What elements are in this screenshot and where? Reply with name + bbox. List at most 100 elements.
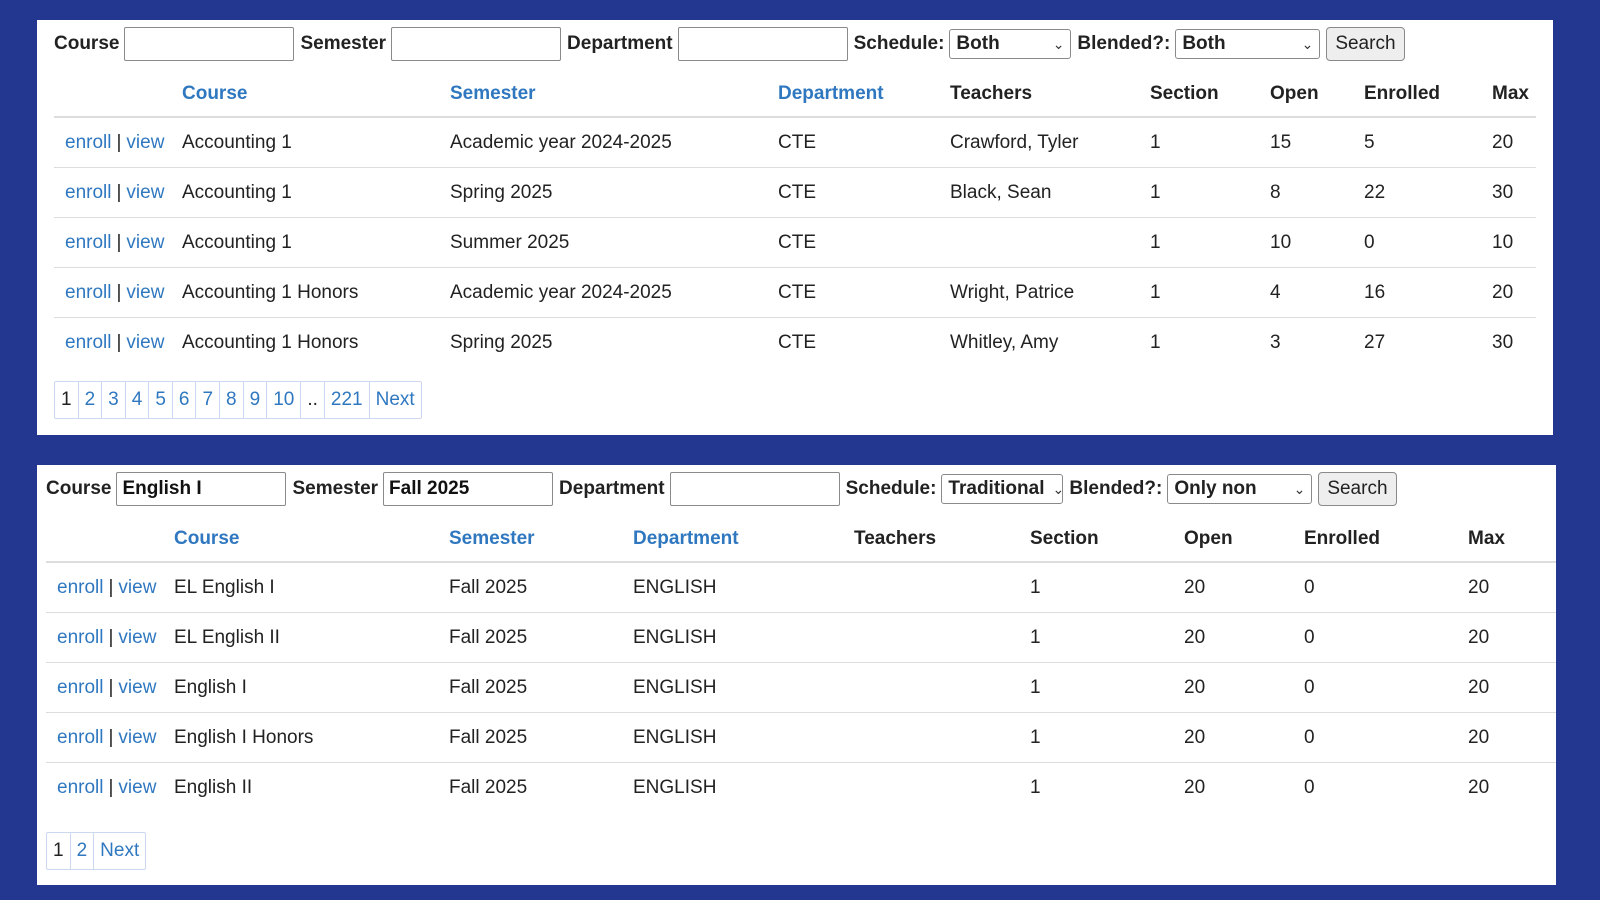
- department-header[interactable]: Department: [778, 72, 950, 117]
- view-link[interactable]: view: [118, 777, 156, 798]
- page-1: 1: [55, 382, 79, 418]
- page-2[interactable]: 2: [71, 833, 95, 869]
- link-separator: |: [108, 777, 113, 798]
- row-actions: enroll | view: [54, 168, 182, 218]
- course-input[interactable]: [124, 27, 294, 61]
- open-cell: 15: [1270, 117, 1364, 168]
- page-10[interactable]: 10: [267, 382, 301, 418]
- page-5[interactable]: 5: [149, 382, 173, 418]
- course-cell: Accounting 1: [182, 218, 450, 268]
- course-cell: EL English II: [174, 613, 449, 663]
- course-cell: English I: [174, 663, 449, 713]
- enroll-link[interactable]: enroll: [65, 132, 111, 153]
- view-link[interactable]: view: [126, 232, 164, 253]
- blended-select[interactable]: Only non ⌄: [1167, 474, 1312, 504]
- page-221[interactable]: 221: [325, 382, 370, 418]
- page-4[interactable]: 4: [126, 382, 150, 418]
- link-separator: |: [108, 577, 113, 598]
- max-cell: 20: [1492, 117, 1536, 168]
- max-header: Max: [1468, 517, 1556, 562]
- table-row: enroll | view Accounting 1 Spring 2025 CTE…: [54, 168, 1536, 218]
- open-cell: 20: [1184, 663, 1304, 713]
- max-cell: 20: [1468, 663, 1556, 713]
- teachers-cell: [854, 713, 1030, 763]
- max-cell: 20: [1468, 562, 1556, 613]
- pagination: 1 2 3 4 5 6 7 8 9 10 .. 221 Next: [54, 381, 422, 419]
- course-cell: Accounting 1 Honors: [182, 268, 450, 318]
- link-separator: |: [116, 332, 121, 353]
- view-link[interactable]: view: [118, 727, 156, 748]
- page-6[interactable]: 6: [173, 382, 197, 418]
- enroll-link[interactable]: enroll: [57, 777, 103, 798]
- view-link[interactable]: view: [126, 132, 164, 153]
- department-input[interactable]: [670, 472, 840, 506]
- enrolled-cell: 27: [1364, 318, 1492, 368]
- department-cell: ENGLISH: [633, 663, 854, 713]
- enroll-link[interactable]: enroll: [65, 232, 111, 253]
- semester-cell: Fall 2025: [449, 613, 633, 663]
- enroll-link[interactable]: enroll: [57, 727, 103, 748]
- page-2[interactable]: 2: [79, 382, 103, 418]
- view-link[interactable]: view: [126, 182, 164, 203]
- enroll-link[interactable]: enroll: [65, 332, 111, 353]
- search-button[interactable]: Search: [1326, 27, 1404, 61]
- search-button[interactable]: Search: [1318, 472, 1396, 506]
- course-cell: Accounting 1: [182, 168, 450, 218]
- course-table: Course Semester Department Teachers Sect…: [46, 517, 1556, 812]
- chevron-down-icon: ⌄: [1302, 36, 1314, 53]
- enrolled-cell: 0: [1304, 562, 1468, 613]
- page-7[interactable]: 7: [196, 382, 220, 418]
- enroll-link[interactable]: enroll: [57, 577, 103, 598]
- row-actions: enroll | view: [46, 763, 174, 813]
- row-actions: enroll | view: [54, 318, 182, 368]
- enroll-link[interactable]: enroll: [57, 627, 103, 648]
- row-actions: enroll | view: [46, 562, 174, 613]
- max-cell: 30: [1492, 168, 1536, 218]
- semester-input[interactable]: [383, 472, 553, 506]
- course-header[interactable]: Course: [182, 72, 450, 117]
- department-header[interactable]: Department: [633, 517, 854, 562]
- section-cell: 1: [1030, 663, 1184, 713]
- blended-select[interactable]: Both ⌄: [1175, 29, 1320, 59]
- schedule-select[interactable]: Traditional ⌄: [941, 474, 1063, 504]
- semester-input[interactable]: [391, 27, 561, 61]
- enroll-link[interactable]: enroll: [65, 282, 111, 303]
- semester-header[interactable]: Semester: [449, 517, 633, 562]
- department-label: Department: [559, 478, 665, 500]
- department-input[interactable]: [678, 27, 848, 61]
- row-actions: enroll | view: [46, 713, 174, 763]
- schedule-select[interactable]: Both ⌄: [949, 29, 1071, 59]
- course-search-panel-2: Course Semester Department Schedule: Tra…: [37, 465, 1556, 885]
- semester-cell: Spring 2025: [450, 168, 778, 218]
- page-3[interactable]: 3: [102, 382, 126, 418]
- enrolled-header: Enrolled: [1364, 72, 1492, 117]
- course-label: Course: [46, 478, 111, 500]
- course-header[interactable]: Course: [174, 517, 449, 562]
- enroll-link[interactable]: enroll: [57, 677, 103, 698]
- view-link[interactable]: view: [118, 627, 156, 648]
- open-cell: 20: [1184, 713, 1304, 763]
- semester-header[interactable]: Semester: [450, 72, 778, 117]
- view-link[interactable]: view: [118, 677, 156, 698]
- blended-value: Only non: [1174, 478, 1256, 500]
- next-page-link[interactable]: Next: [94, 833, 145, 869]
- section-cell: 1: [1150, 318, 1270, 368]
- view-link[interactable]: view: [126, 282, 164, 303]
- course-cell: Accounting 1: [182, 117, 450, 168]
- semester-cell: Fall 2025: [449, 663, 633, 713]
- teachers-cell: Black, Sean: [950, 168, 1150, 218]
- page-9[interactable]: 9: [244, 382, 268, 418]
- view-link[interactable]: view: [126, 332, 164, 353]
- section-cell: 1: [1150, 117, 1270, 168]
- page-8[interactable]: 8: [220, 382, 244, 418]
- course-cell: Accounting 1 Honors: [182, 318, 450, 368]
- open-cell: 8: [1270, 168, 1364, 218]
- chevron-down-icon: ⌄: [1053, 36, 1065, 53]
- view-link[interactable]: view: [118, 577, 156, 598]
- schedule-value: Traditional: [948, 478, 1044, 500]
- pagination-wrapper: 1 2 3 4 5 6 7 8 9 10 .. 221 Next: [54, 381, 1537, 419]
- enroll-link[interactable]: enroll: [65, 182, 111, 203]
- blended-label: Blended?:: [1077, 33, 1170, 55]
- next-page-link[interactable]: Next: [370, 382, 421, 418]
- course-input[interactable]: [116, 472, 286, 506]
